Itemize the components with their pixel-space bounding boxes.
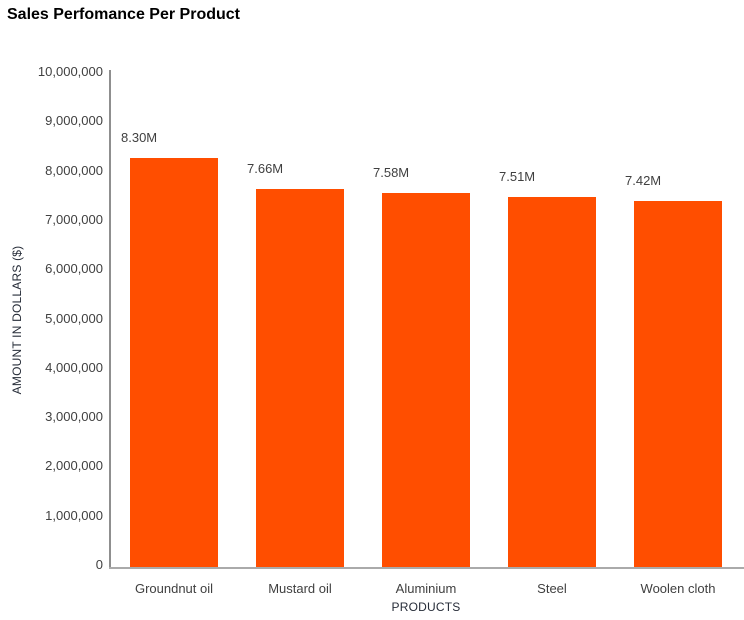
y-tick-label-7000000: 7,000,000: [45, 211, 103, 227]
chart-title: Sales Perfomance Per Product: [7, 6, 240, 23]
bar-groundnut-oil[interactable]: [130, 158, 218, 567]
y-tick-label-4000000: 4,000,000: [45, 359, 103, 375]
y-tick-label-10000000: 10,000,000: [37, 64, 103, 79]
x-axis-label-woolen-cloth: Woolen cloth: [640, 581, 716, 596]
y-tick-label-6000000: 6,000,000: [45, 261, 103, 277]
y-tick-label-5000000: 5,000,000: [45, 310, 103, 326]
bar-woolen-cloth[interactable]: [634, 201, 722, 567]
x-axis-line: [109, 567, 744, 569]
bar-value-label-woolen-cloth: 7.42M: [625, 173, 662, 188]
x-axis-label-steel: Steel: [537, 581, 567, 596]
x-axis-title: PRODUCTS: [391, 600, 461, 614]
y-tick-label-9000000: 9,000,000: [45, 113, 103, 129]
y-tick-label-8000000: 8,000,000: [45, 162, 103, 178]
bar-steel[interactable]: [508, 197, 596, 567]
x-axis-label-groundnut-oil: Groundnut oil: [134, 581, 214, 596]
y-tick-label-2000000: 2,000,000: [45, 458, 103, 474]
bar-value-label-steel: 7.51M: [499, 169, 536, 184]
bar-value-label-groundnut-oil: 8.30M: [121, 130, 158, 145]
y-axis-line: [109, 70, 111, 567]
bar-value-label-aluminium: 7.58M: [373, 165, 410, 180]
bar-mustard-oil[interactable]: [256, 189, 344, 567]
x-axis-label-mustard-oil: Mustard oil: [268, 581, 332, 596]
x-axis-label-aluminium: Aluminium: [395, 581, 457, 596]
y-tick-label-3000000: 3,000,000: [45, 409, 103, 425]
y-tick-label-1000000: 1,000,000: [45, 507, 103, 523]
y-tick-label-0: 0: [95, 557, 103, 572]
bar-value-label-mustard-oil: 7.66M: [247, 161, 284, 176]
bar-aluminium[interactable]: [382, 193, 470, 567]
